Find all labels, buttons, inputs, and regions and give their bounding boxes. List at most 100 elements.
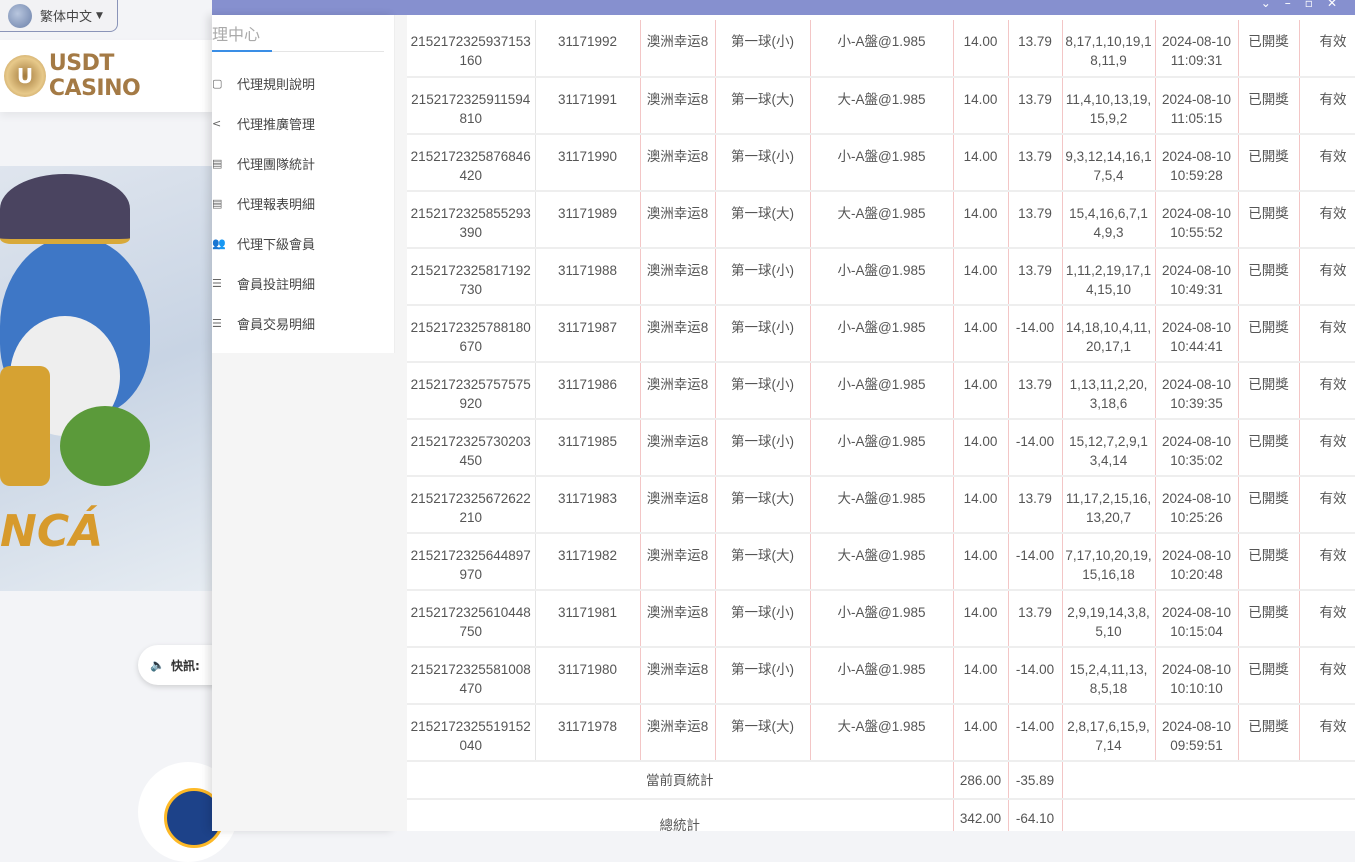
maximize-icon[interactable]: ▫ xyxy=(1304,0,1327,10)
cell-game: 澳洲幸运8 xyxy=(640,77,716,135)
cell-play: 第一球(小) xyxy=(715,20,811,78)
sidebar-item-label: 代理報表明細 xyxy=(237,197,316,213)
cell-amount: 14.00 xyxy=(953,476,1009,534)
cell-amount: 14.00 xyxy=(953,191,1009,249)
table-row: 2152172325788180670 31171987 澳洲幸运8 第一球(小) 小-… xyxy=(407,305,1355,363)
share-icon: < xyxy=(212,116,222,130)
cell-validity: 有效 xyxy=(1299,362,1355,420)
summary-result: -35.89 xyxy=(1008,761,1063,800)
cell-validity: 有效 xyxy=(1299,590,1355,648)
sidebar-title[interactable]: 理中心 xyxy=(212,15,384,52)
cell-amount: 14.00 xyxy=(953,248,1009,306)
sidebar-item[interactable]: < 代理推廣管理 xyxy=(212,103,394,143)
cell-issue: 31171990 xyxy=(535,134,641,192)
cell-game: 澳洲幸运8 xyxy=(640,362,716,420)
sidebar-item[interactable]: ▤ 代理團隊統計 xyxy=(212,143,394,183)
cell-issue: 31171991 xyxy=(535,77,641,135)
cell-status: 已開獎 xyxy=(1238,647,1300,705)
sidebar-item[interactable]: ☰ 會員投註明細 xyxy=(212,263,394,303)
table-row: 2152172325937153160 31171992 澳洲幸运8 第一球(小) 小-… xyxy=(407,20,1355,78)
minimize-icon[interactable]: – xyxy=(1284,0,1305,10)
cell-play: 第一球(大) xyxy=(715,704,811,762)
cell-odds: 大-A盤@1.985 xyxy=(810,77,954,135)
cell-validity: 有效 xyxy=(1299,134,1355,192)
sidebar-item[interactable]: ▢ 代理規則說明 xyxy=(212,63,394,103)
close-icon[interactable]: ✕ xyxy=(1326,0,1351,10)
users-icon: 👥 xyxy=(212,236,226,250)
table-row: 2152172325644897970 31171982 澳洲幸运8 第一球(大) 大-… xyxy=(407,533,1355,591)
table-row: 2152172325911594810 31171991 澳洲幸运8 第一球(大) 大-… xyxy=(407,77,1355,135)
cell-result: 13.79 xyxy=(1008,590,1063,648)
sidebar-item[interactable]: ▤ 代理報表明細 xyxy=(212,183,394,223)
cell-odds: 小-A盤@1.985 xyxy=(810,134,954,192)
cell-status: 已開獎 xyxy=(1238,305,1300,363)
cell-draw-numbers: 11,17,2,15,16,13,20,7 xyxy=(1062,476,1156,534)
cell-validity: 有效 xyxy=(1299,191,1355,249)
cell-order-id: 2152172325581008470 xyxy=(407,647,536,705)
bet-records-table: 2152172325937153160 31171992 澳洲幸运8 第一球(小) 小-… xyxy=(407,15,1355,831)
summary-empty xyxy=(1062,761,1355,800)
cell-play: 第一球(小) xyxy=(715,419,811,477)
promo-banner[interactable]: NCÁ xyxy=(0,166,212,591)
summary-amount: 342.00 xyxy=(953,799,1009,831)
sidebar-item-label: 代理團隊統計 xyxy=(237,157,316,173)
cell-validity: 有效 xyxy=(1299,248,1355,306)
window-controls[interactable]: ⌄–▫✕ xyxy=(1261,0,1351,10)
cell-result: 13.79 xyxy=(1008,248,1063,306)
cell-odds: 大-A盤@1.985 xyxy=(810,704,954,762)
list-icon: ☰ xyxy=(212,276,222,290)
cell-order-id: 2152172325757575920 xyxy=(407,362,536,420)
table-row: 2152172325817192730 31171988 澳洲幸运8 第一球(小) 小-… xyxy=(407,248,1355,306)
agent-sidebar: 理中心 ▢ 代理規則說明 < 代理推廣管理 ▤ 代理團隊統計 ▤ 代理報表明細 👥 代理下級會員 ☰… xyxy=(212,15,395,831)
sidebar-item-label: 會員交易明細 xyxy=(237,317,316,333)
cell-bet-time: 2024-08-10 10:44:41 xyxy=(1155,305,1239,363)
sidebar-item-label: 代理規則說明 xyxy=(237,77,316,93)
sidebar-item[interactable]: ☰ 會員交易明細 xyxy=(212,303,394,343)
summary-label: 當前頁統計 xyxy=(407,761,954,800)
summary-result: -64.10 xyxy=(1008,799,1063,831)
cell-validity: 有效 xyxy=(1299,476,1355,534)
cell-status: 已開獎 xyxy=(1238,704,1300,762)
cell-status: 已開獎 xyxy=(1238,248,1300,306)
logo-coin-icon: U xyxy=(4,55,46,97)
cell-play: 第一球(小) xyxy=(715,248,811,306)
news-ticker[interactable]: 🔈 快訊: xyxy=(138,645,218,685)
table-row: 2152172325519152040 31171978 澳洲幸运8 第一球(大) 大-… xyxy=(407,704,1355,762)
cell-game: 澳洲幸运8 xyxy=(640,476,716,534)
logo-text: USDT CASINO xyxy=(48,51,141,101)
summary-amount: 286.00 xyxy=(953,761,1009,800)
language-selector[interactable]: 繁体中文 ▼ xyxy=(0,0,118,32)
banner-text: NCÁ xyxy=(0,506,104,557)
cell-odds: 小-A盤@1.985 xyxy=(810,305,954,363)
cell-game: 澳洲幸运8 xyxy=(640,704,716,762)
cell-amount: 14.00 xyxy=(953,590,1009,648)
cell-play: 第一球(小) xyxy=(715,362,811,420)
cell-result: -14.00 xyxy=(1008,704,1063,762)
cell-bet-time: 2024-08-10 10:35:02 xyxy=(1155,419,1239,477)
cell-result: 13.79 xyxy=(1008,191,1063,249)
cell-odds: 大-A盤@1.985 xyxy=(810,191,954,249)
chevron-down-icon[interactable]: ⌄ xyxy=(1260,0,1285,10)
cell-amount: 14.00 xyxy=(953,134,1009,192)
cell-status: 已開獎 xyxy=(1238,20,1300,78)
news-label: 快訊: xyxy=(170,658,200,673)
cell-validity: 有效 xyxy=(1299,533,1355,591)
table-row: 2152172325610448750 31171981 澳洲幸运8 第一球(小) 小-… xyxy=(407,590,1355,648)
cell-play: 第一球(小) xyxy=(715,305,811,363)
cell-bet-time: 2024-08-10 10:15:04 xyxy=(1155,590,1239,648)
cell-amount: 14.00 xyxy=(953,305,1009,363)
cell-odds: 小-A盤@1.985 xyxy=(810,590,954,648)
summary-row-grand-total: 總統計 342.00 -64.10 xyxy=(407,799,1355,831)
sidebar-item[interactable]: 👥 代理下級會員 xyxy=(212,223,394,263)
cell-issue: 31171987 xyxy=(535,305,641,363)
logo[interactable]: U USDT CASINO xyxy=(0,40,212,112)
cell-draw-numbers: 2,8,17,6,15,9,7,14 xyxy=(1062,704,1156,762)
cell-bet-time: 2024-08-10 10:39:35 xyxy=(1155,362,1239,420)
cell-play: 第一球(小) xyxy=(715,590,811,648)
cell-order-id: 2152172325855293390 xyxy=(407,191,536,249)
table-row: 2152172325672622210 31171983 澳洲幸运8 第一球(大) 大-… xyxy=(407,476,1355,534)
cell-odds: 小-A盤@1.985 xyxy=(810,20,954,78)
table-row: 2152172325581008470 31171980 澳洲幸运8 第一球(小) 小-… xyxy=(407,647,1355,705)
cell-result: -14.00 xyxy=(1008,305,1063,363)
cell-bet-time: 2024-08-10 09:59:51 xyxy=(1155,704,1239,762)
